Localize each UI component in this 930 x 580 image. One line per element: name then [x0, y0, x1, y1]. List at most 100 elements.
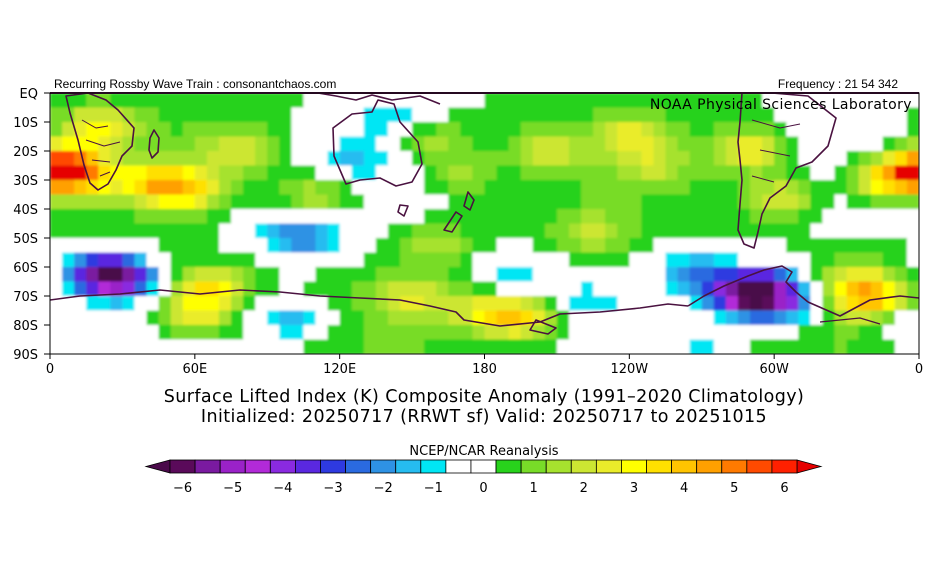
new-zealand-north — [463, 191, 475, 211]
field-cell — [484, 310, 498, 326]
field-cell — [62, 209, 75, 225]
y-tick-label: EQ — [20, 87, 38, 102]
field-cell — [110, 122, 124, 138]
field-cell — [701, 238, 715, 254]
field-cell — [774, 267, 787, 283]
field-cell — [653, 281, 667, 297]
field-cell — [110, 194, 124, 210]
field-cell — [218, 107, 232, 123]
field-cell — [182, 151, 196, 167]
field-cell — [750, 180, 763, 196]
field-cell — [460, 252, 474, 268]
field-cell — [677, 310, 691, 326]
field-cell — [436, 93, 449, 109]
field-cell — [689, 267, 703, 283]
field-cell — [762, 107, 775, 123]
field-cell — [846, 281, 860, 297]
south-america-borders — [751, 119, 801, 183]
x-tick-label: 180 — [472, 362, 497, 377]
field-cell — [556, 107, 570, 123]
field-cell — [762, 136, 775, 152]
field-cell — [267, 93, 280, 109]
field-cell — [750, 136, 763, 152]
field-cell — [194, 252, 208, 268]
field-cell — [218, 296, 232, 312]
field-cell — [568, 194, 582, 210]
field-cell — [279, 339, 292, 354]
field-cell — [327, 180, 341, 196]
field-cell — [605, 339, 618, 354]
field-cell — [701, 165, 715, 181]
antarctica-coastline — [50, 289, 919, 327]
field-cell — [556, 180, 570, 196]
field-cell — [98, 136, 111, 152]
field-cell — [158, 339, 172, 354]
field-cell — [701, 122, 715, 138]
field-cell — [593, 325, 606, 341]
field-cell — [906, 223, 919, 239]
field-cell — [400, 281, 413, 297]
field-cell — [339, 122, 353, 138]
field-cell — [810, 281, 824, 297]
field-cell — [786, 180, 799, 196]
field-cell — [665, 238, 679, 254]
field-cell — [484, 223, 498, 239]
field-cell — [858, 281, 872, 297]
field-cell — [605, 223, 618, 239]
field-cell — [641, 339, 655, 354]
field-cell — [243, 165, 256, 181]
field-cell — [750, 267, 763, 283]
field-cell — [641, 93, 655, 109]
chart-title: Surface Lifted Index (K) Composite Anoma… — [164, 387, 804, 407]
field-cell — [448, 223, 461, 239]
field-cell — [520, 107, 534, 123]
field-cell — [158, 136, 172, 152]
field-cell — [363, 238, 377, 254]
field-cell — [774, 209, 787, 225]
field-cell — [846, 107, 860, 123]
field-cell — [846, 194, 860, 210]
field-cell — [629, 252, 643, 268]
field-cell — [762, 252, 775, 268]
field-cell — [146, 296, 160, 312]
y-tick-label: 70S — [13, 290, 38, 305]
tasmania-coastline — [397, 204, 409, 217]
field-cell — [134, 107, 148, 123]
field-cell — [725, 296, 739, 312]
field-cell — [894, 180, 908, 196]
field-cell — [605, 238, 618, 254]
field-cell — [218, 136, 232, 152]
colorbar-label: −6 — [173, 481, 192, 496]
colorbar-swatch — [194, 459, 221, 474]
field-cell — [303, 151, 317, 167]
field-cell — [267, 136, 280, 152]
field-cell — [725, 93, 739, 109]
field-cell — [689, 339, 703, 354]
field-cell — [677, 223, 691, 239]
field-cell — [834, 325, 848, 341]
colorbar-swatch — [595, 459, 622, 474]
field-cell — [231, 165, 244, 181]
field-cell — [665, 122, 679, 138]
field-cell — [629, 136, 643, 152]
field-cell — [617, 238, 630, 254]
field-cell — [279, 122, 292, 138]
field-cell — [351, 252, 365, 268]
field-cell — [50, 165, 63, 181]
field-cell — [834, 107, 848, 123]
field-cell — [846, 339, 860, 354]
field-cell — [387, 223, 401, 239]
field-cell — [98, 93, 111, 109]
field-cell — [906, 107, 919, 123]
field-cell — [641, 180, 655, 196]
field-cell — [134, 93, 148, 109]
field-cell — [339, 281, 353, 297]
field-cell — [677, 107, 691, 123]
field-cell — [641, 223, 655, 239]
y-tick-label: 80S — [13, 319, 38, 334]
field-cell — [50, 238, 63, 254]
colorbar-label: 2 — [580, 481, 588, 496]
field-cell — [629, 122, 643, 138]
field-cell — [496, 165, 510, 181]
field-cell — [894, 151, 908, 167]
